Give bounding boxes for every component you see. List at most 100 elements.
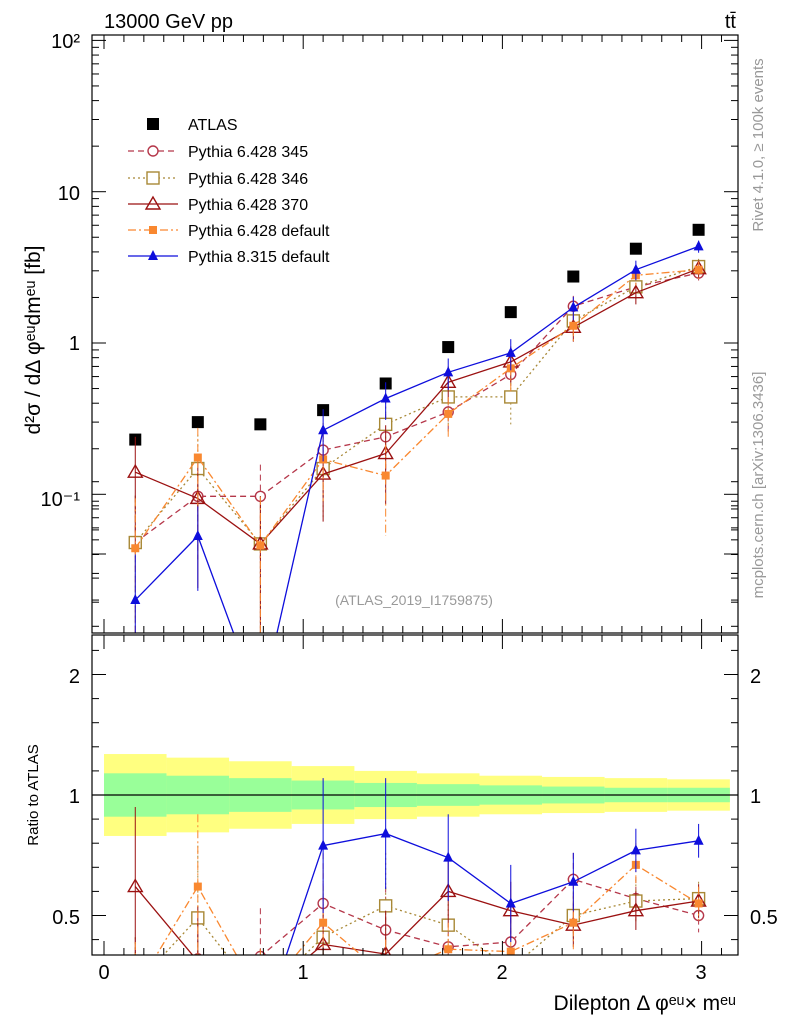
legend-label-p345: Pythia 6.428 345	[188, 144, 308, 161]
data-point-p6def	[131, 544, 140, 553]
ratio-point-p8def	[630, 844, 641, 855]
data-point-atlas	[442, 341, 455, 354]
ratio-point-p370	[627, 902, 645, 917]
legend-label-p8def: Pythia 8.315 default	[188, 249, 330, 266]
data-point-atlas	[504, 306, 517, 319]
xtick-label: 1	[297, 962, 308, 984]
ratio-point-p346	[378, 899, 393, 913]
ratio-series-p8def	[193, 778, 704, 997]
data-point-p370	[127, 463, 144, 478]
ratio-point-p8def	[318, 839, 329, 850]
axis-ticks	[92, 35, 738, 955]
ratio-point-p6def	[319, 918, 328, 927]
ratio-ytick-label: 2	[69, 666, 80, 688]
data-point-p8def	[130, 594, 141, 605]
xtick-label: 2	[496, 962, 507, 984]
data-point-p8def	[443, 366, 454, 377]
data-point-atlas	[692, 223, 705, 236]
series-line-p370	[135, 268, 699, 545]
ratio-point-p6def	[569, 918, 578, 927]
series-line-p346	[134, 265, 699, 545]
ratio-series-layer	[127, 778, 707, 1002]
legend-label-p6def: Pythia 6.428 default	[188, 223, 330, 240]
legend-label-p346: Pythia 6.428 346	[188, 171, 308, 188]
data-point-p8def	[255, 700, 265, 710]
data-point-p8def	[380, 392, 391, 403]
data-point-atlas	[254, 418, 267, 431]
series-line-p8def	[134, 245, 699, 633]
series-line-p345	[134, 272, 699, 544]
ratio-point-p6def	[444, 945, 453, 954]
ratio-point-p6def	[256, 993, 264, 1001]
data-point-p6def	[444, 409, 453, 418]
legend-icon-atlas	[147, 118, 159, 130]
ratio-point-p370	[196, 952, 200, 955]
ratio-point-p8def	[380, 827, 391, 838]
data-point-p6def	[193, 453, 202, 462]
data-point-atlas	[629, 242, 642, 255]
ratio-point-p6def	[193, 882, 202, 891]
ratio-point-p8def	[443, 851, 454, 862]
main-ytick-label: 10	[58, 183, 80, 205]
ratio-ytick-label-right: 1	[750, 786, 761, 808]
data-point-p6def	[569, 321, 578, 330]
data-point-p6def	[256, 541, 265, 550]
ratio-point-p346	[129, 979, 141, 991]
data-point-atlas	[191, 416, 204, 429]
legend-label-atlas: ATLAS	[188, 117, 238, 134]
legend-marker-p8def	[148, 250, 158, 260]
data-point-p8def	[505, 346, 516, 357]
data-point-p6def	[381, 471, 390, 480]
legend-marker-atlas	[147, 118, 159, 130]
ratio-ytick-label: 1	[69, 786, 80, 808]
ratio-point-p6def	[131, 986, 139, 994]
legend-label-p370: Pythia 6.428 370	[188, 197, 308, 214]
main-frame	[91, 34, 739, 634]
legend-marker-p345	[147, 145, 159, 157]
header-energy-label: 13000 GeV pp	[104, 11, 233, 33]
xtick-label: 3	[695, 962, 706, 984]
data-point-p8def	[693, 240, 704, 251]
ratio-point-p8def	[193, 987, 203, 997]
xlabel: Dilepton Δ φᵉᵘ× mᵉᵘ	[554, 992, 736, 1015]
data-point-p370	[314, 465, 332, 480]
data-point-atlas	[567, 270, 580, 283]
ratio-line-p370	[134, 886, 699, 955]
ratio-line-p6def	[155, 864, 699, 955]
main-ytick-label: 10⁻¹	[41, 489, 81, 511]
ratio-point-p8def	[693, 834, 704, 845]
ratio-ytick-label-right: 2	[750, 666, 761, 688]
data-point-p8def	[192, 530, 203, 541]
mcplots-credit-label: mcplots.cern.ch [arXiv:1306.3436]	[750, 372, 767, 599]
rivet-version-label: Rivet 4.1.0, ≥ 100k events	[750, 58, 767, 231]
data-point-p370	[627, 284, 645, 299]
ratio-point-p6def	[506, 947, 515, 955]
series-p8def	[130, 240, 704, 710]
legend-marker-p346	[146, 171, 160, 185]
data-point-p8def	[630, 263, 641, 274]
data-point-p8def	[318, 424, 329, 435]
ratio-line-p346	[162, 897, 699, 955]
ratio-ytick-label: 0.5	[52, 907, 80, 929]
ratio-ytick-label-right: 0.5	[750, 907, 778, 929]
legend-icon-p370	[128, 195, 178, 210]
data-point-p8def	[568, 301, 579, 312]
legend-icon-p345	[128, 145, 178, 157]
ratio-point-p345	[130, 980, 140, 990]
legend: ATLAS Pythia 6.428 345 Pythia 6.428 346 …	[128, 117, 330, 266]
data-point-p346	[504, 390, 518, 404]
data-point-p370	[377, 445, 394, 460]
main-ytick-label: 1	[69, 333, 80, 355]
analysis-id-label: (ATLAS_2019_I1759875)	[335, 592, 493, 608]
legend-icon-p6def	[128, 226, 178, 234]
legend-icon-p346	[128, 171, 178, 185]
xtick-label: 0	[98, 962, 109, 984]
ratio-point-p370	[380, 945, 392, 955]
ratio-point-p6def	[382, 972, 390, 980]
main-series-layer	[127, 223, 707, 710]
ratio-line-p345	[261, 878, 699, 955]
header-process-label: tt̄	[725, 11, 737, 33]
ratio-point-p370	[253, 990, 267, 1002]
ratio-line-p8def	[285, 832, 699, 955]
